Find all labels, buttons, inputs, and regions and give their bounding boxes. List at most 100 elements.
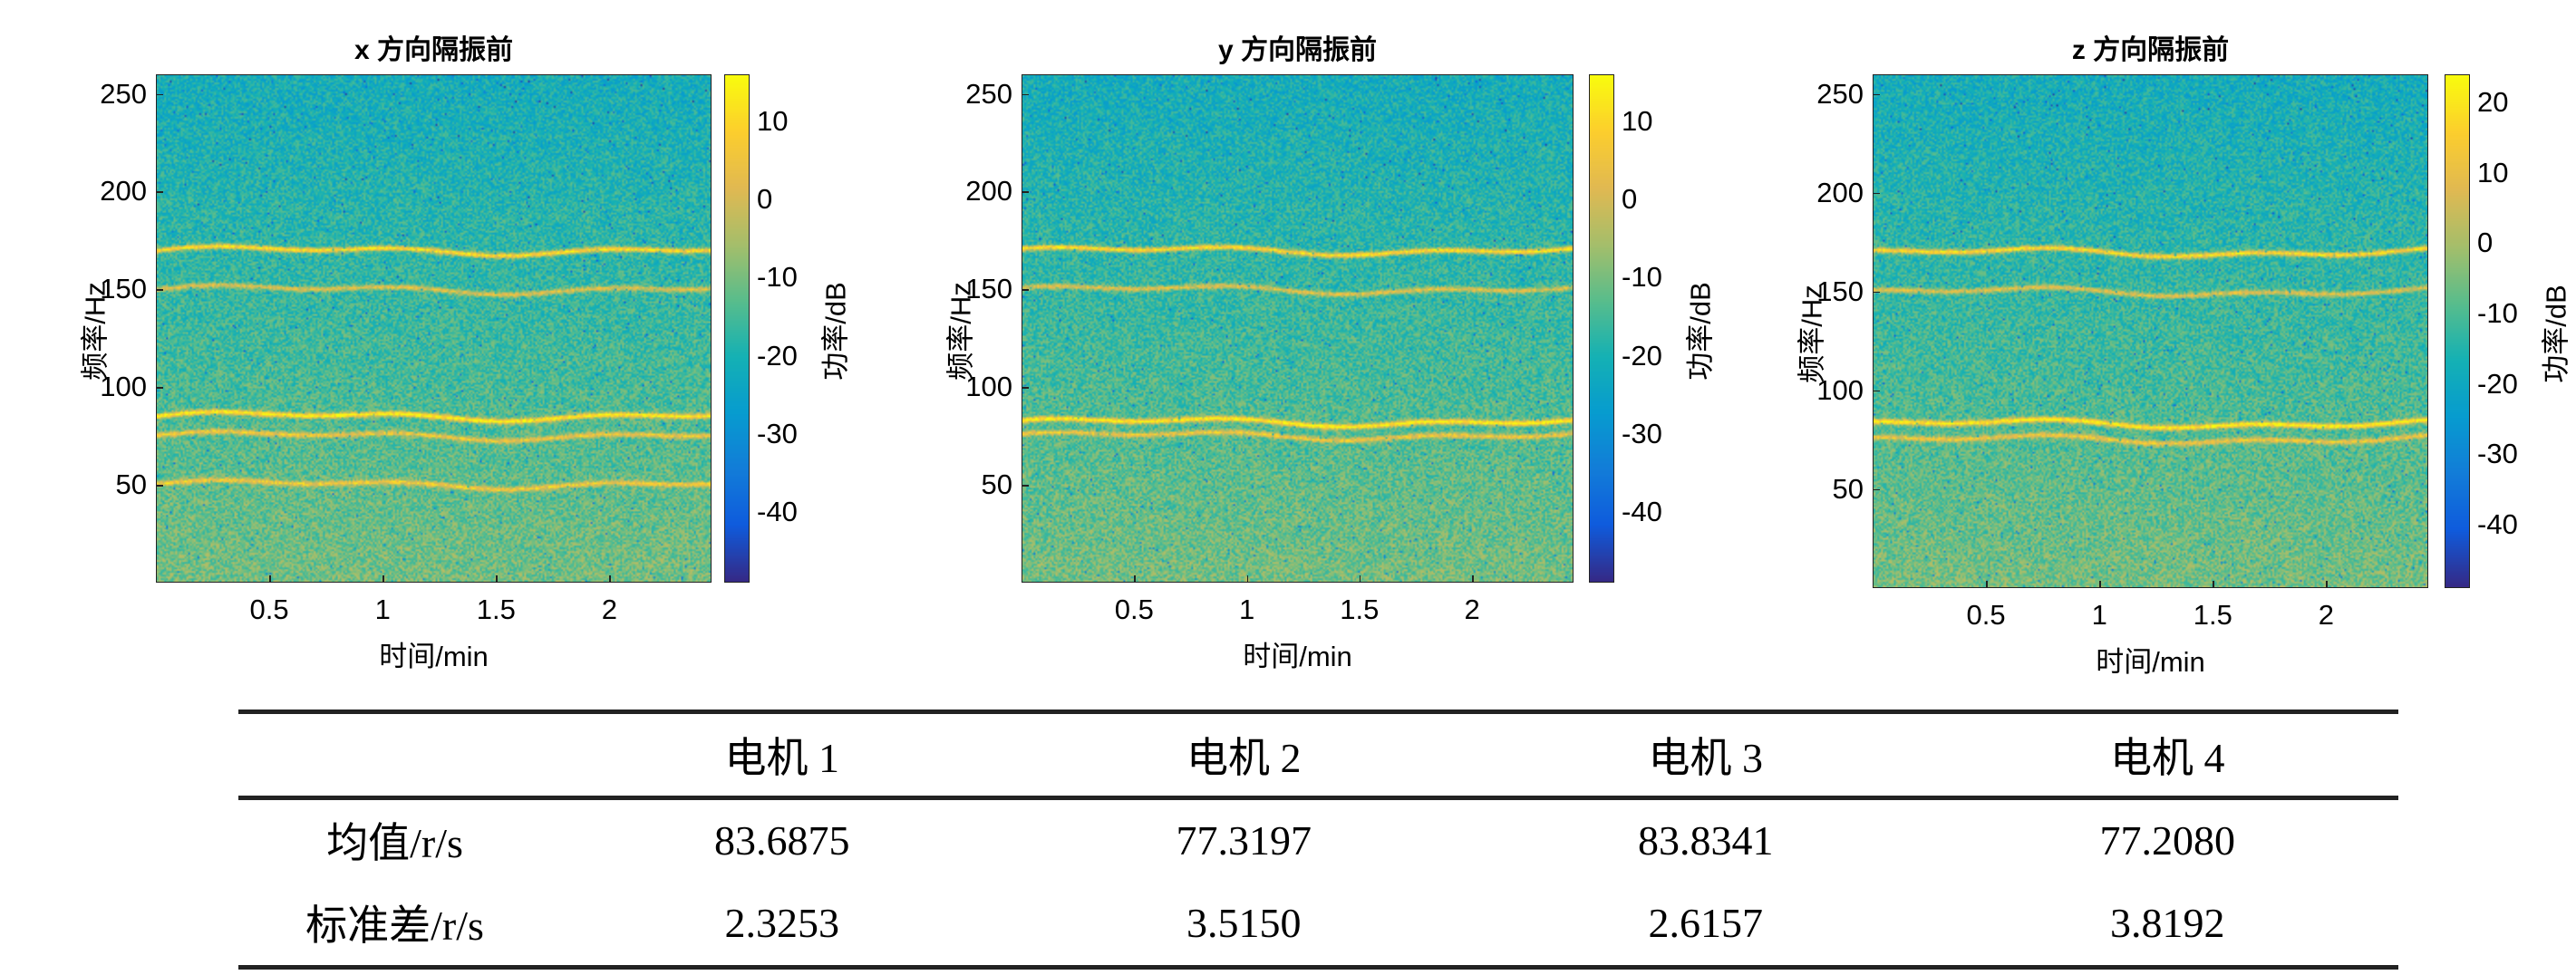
colorbar-tick-label: 0 [2477,227,2493,259]
x-tick-label: 2 [573,594,645,626]
y-tick-label: 250 [1809,78,1864,111]
x-tick-label: 1.5 [1323,594,1396,626]
x-tick-label: 1 [346,594,419,626]
y-tick-mark [1873,489,1880,491]
colorbar-tick-label: -40 [1622,496,1662,528]
colorbar-tick-label: 20 [2477,86,2508,119]
y-tick-mark [156,191,163,193]
y-tick-label: 50 [92,468,147,501]
colorbar-tick-label: 10 [2477,157,2508,189]
table-cell: 2.6157 [1475,880,1937,968]
x-tick-label: 1 [1211,594,1283,626]
x-tick-mark [1134,575,1136,583]
colorbar-tick-label: -10 [1622,261,1662,294]
y-tick-mark [1873,193,1880,195]
table-header-cell: 电机 1 [551,712,1013,798]
x-tick-mark [496,575,498,583]
spectrogram-heatmap [1874,75,2427,587]
chart-title: x 方向隔振前 [298,27,570,67]
spectrogram-plot-area [1873,74,2428,588]
x-axis-label: 时间/min [344,633,525,674]
colorbar-tick-label: -20 [1622,340,1662,372]
x-tick-mark [1986,581,1988,588]
x-tick-label: 1 [2063,599,2135,632]
spectrogram-heatmap [157,75,711,582]
x-tick-label: 2 [1436,594,1508,626]
table-cell: 77.2080 [1937,798,2399,881]
y-tick-label: 50 [1809,473,1864,506]
y-tick-mark [1873,292,1880,294]
y-axis-label: 频率/Hz [1789,243,1830,424]
y-axis-label: 频率/Hz [73,240,113,421]
table-row-label: 均值/r/s [238,798,551,881]
colorbar-label: 功率/dB [2533,243,2574,424]
colorbar-tick-label: -40 [757,496,798,528]
table-header-cell: 电机 4 [1937,712,2399,798]
colorbar-tick-label: -10 [2477,297,2518,330]
y-tick-label: 200 [92,175,147,208]
colorbar-gradient [725,75,749,582]
table-header-row: 电机 1 电机 2 电机 3 电机 4 [238,712,2398,798]
x-tick-mark [1360,575,1361,583]
table-row: 标准差/r/s 2.3253 3.5150 2.6157 3.8192 [238,880,2398,968]
colorbar-tick-label: 0 [757,183,772,216]
x-tick-mark [2213,581,2214,588]
y-tick-label: 200 [958,175,1012,208]
colorbar-gradient [2445,75,2469,587]
table-cell: 2.3253 [551,880,1013,968]
x-tick-label: 1.5 [460,594,532,626]
colorbar-tick-label: -30 [757,418,798,450]
x-tick-label: 2 [2290,599,2362,632]
table-header-cell [238,712,551,798]
colorbar-tick-label: 0 [1622,183,1637,216]
y-tick-mark [156,289,163,291]
x-tick-label: 1.5 [2176,599,2249,632]
y-axis-label: 频率/Hz [938,240,979,421]
y-tick-mark [1873,391,1880,392]
colorbar-tick-label: 10 [757,105,788,138]
colorbar [724,74,750,583]
colorbar-tick-label: -40 [2477,508,2518,541]
y-tick-label: 50 [958,468,1012,501]
spectrogram-plot-area [1022,74,1574,583]
y-tick-mark [1022,191,1029,193]
colorbar-tick-label: -30 [2477,438,2518,470]
table-cell: 83.6875 [551,798,1013,881]
spectrogram-heatmap [1022,75,1573,582]
x-tick-label: 0.5 [233,594,305,626]
x-tick-mark [1247,575,1249,583]
y-tick-mark [1022,387,1029,389]
motor-speed-table: 电机 1 电机 2 电机 3 电机 4 均值/r/s 83.6875 77.31… [238,710,2398,970]
spectrogram-plot-area [156,74,712,583]
table-row-label: 标准差/r/s [238,880,551,968]
x-tick-label: 0.5 [1950,599,2022,632]
colorbar-tick-label: -30 [1622,418,1662,450]
table-header-cell: 电机 3 [1475,712,1937,798]
colorbar-tick-label: -10 [757,261,798,294]
y-tick-mark [1022,289,1029,291]
colorbar-tick-label: -20 [757,340,798,372]
table-header-cell: 电机 2 [1013,712,1476,798]
y-tick-label: 200 [1809,177,1864,209]
x-tick-mark [269,575,271,583]
chart-title: z 方向隔振前 [2015,27,2287,67]
x-tick-mark [2326,581,2328,588]
y-tick-mark [1022,94,1029,96]
y-tick-mark [156,485,163,487]
x-tick-mark [609,575,611,583]
table-cell: 77.3197 [1013,798,1476,881]
colorbar-tick-label: 10 [1622,105,1652,138]
colorbar-gradient [1590,75,1613,582]
x-tick-mark [383,575,384,583]
table-row: 均值/r/s 83.6875 77.3197 83.8341 77.2080 [238,798,2398,881]
y-tick-mark [156,94,163,96]
table-cell: 83.8341 [1475,798,1937,881]
colorbar-tick-label: -20 [2477,368,2518,401]
colorbar-label: 功率/dB [1678,240,1719,421]
colorbar [1589,74,1614,583]
x-axis-label: 时间/min [1207,633,1389,674]
y-tick-mark [1873,94,1880,96]
y-tick-label: 250 [958,78,1012,111]
x-tick-mark [1472,575,1474,583]
y-tick-mark [156,387,163,389]
